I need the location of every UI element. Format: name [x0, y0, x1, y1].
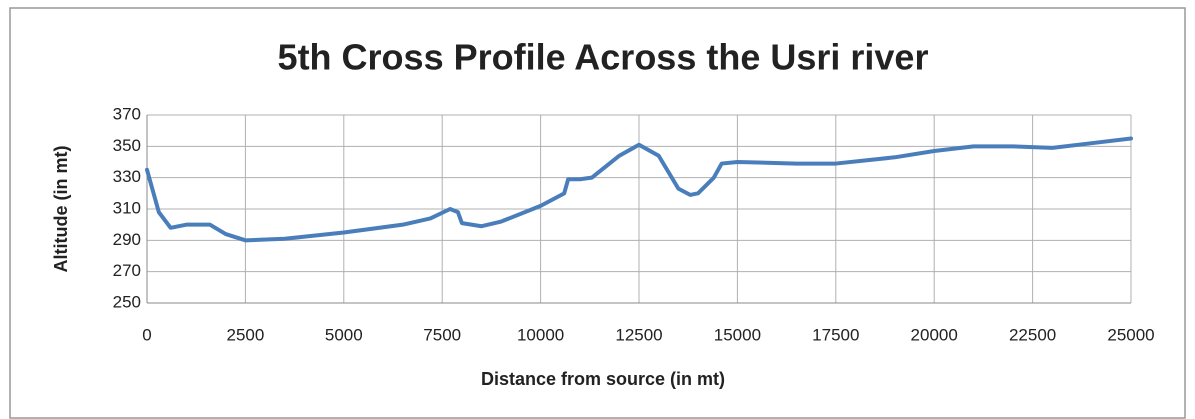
x-tick-label: 10000 [517, 325, 564, 344]
x-tick-label: 22500 [1009, 325, 1056, 344]
x-tick-label: 7500 [423, 325, 461, 344]
x-tick-label: 2500 [226, 325, 264, 344]
x-tick-label: 17500 [812, 325, 859, 344]
x-axis-label: Distance from source (in mt) [481, 369, 725, 389]
y-tick-label: 250 [113, 292, 141, 311]
x-tick-label: 5000 [325, 325, 363, 344]
y-tick-label: 330 [113, 167, 141, 186]
chart-title: 5th Cross Profile Across the Usri river [278, 37, 929, 78]
y-tick-label: 270 [113, 261, 141, 280]
x-tick-label: 0 [142, 325, 151, 344]
line-series [145, 136, 1133, 243]
x-tick-label: 15000 [714, 325, 761, 344]
y-tick-label: 370 [113, 104, 141, 123]
y-tick-label: 310 [113, 198, 141, 217]
chart-border [9, 7, 1186, 419]
y-axis-label: Altitude (in mt) [51, 146, 71, 273]
y-tick-label: 290 [113, 230, 141, 249]
x-tick-label: 12500 [615, 325, 662, 344]
x-tick-label: 20000 [911, 325, 958, 344]
x-tick-label: 25000 [1107, 325, 1154, 344]
y-tick-label: 350 [113, 136, 141, 155]
